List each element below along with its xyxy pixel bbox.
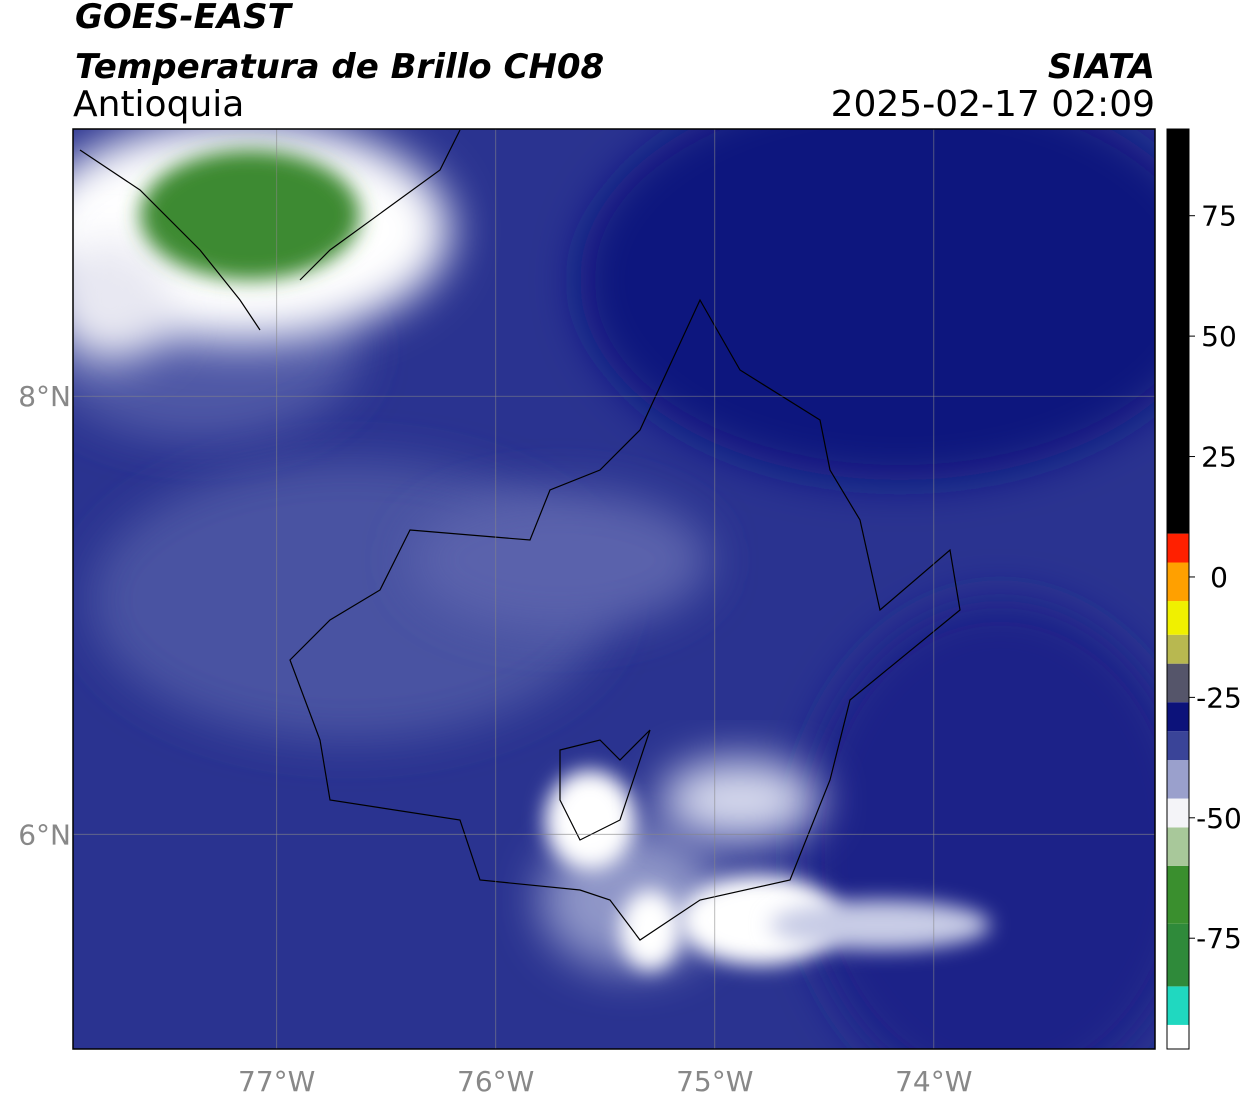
satellite-image	[73, 129, 1155, 1049]
colorbar-band	[1167, 865, 1189, 924]
colorbar-frame	[1166, 128, 1190, 1050]
x-tick-label: 76°W	[457, 1065, 534, 1098]
colorbar-tick-label: 75	[1201, 200, 1237, 233]
colorbar-tick-label: -25	[1196, 681, 1242, 714]
colorbar-tick-label: -75	[1196, 922, 1242, 955]
region: Antioquia	[73, 84, 244, 125]
colorbar-band	[1167, 986, 1189, 1025]
source: SIATA	[1048, 47, 1155, 87]
subtitle: Temperatura de Brillo CH08	[75, 47, 604, 87]
map-frame	[72, 128, 1156, 1050]
colorbar-band	[1167, 562, 1189, 602]
colorbar-tick-label: 50	[1201, 320, 1237, 353]
colorbar-band	[1167, 663, 1189, 703]
x-tick-label: 75°W	[676, 1065, 753, 1098]
title: GOES-EAST	[75, 0, 294, 37]
colorbar-band	[1167, 601, 1189, 635]
colorbar-tick-label: 25	[1201, 441, 1237, 474]
colorbar-band	[1167, 798, 1189, 828]
colorbar-band	[1167, 731, 1189, 760]
colorbar-band	[1167, 827, 1189, 866]
colorbar-band	[1167, 702, 1189, 732]
y-tick-label: 6°N	[18, 818, 71, 851]
y-tick-label: 8°N	[18, 380, 71, 413]
x-tick-label: 74°W	[895, 1065, 972, 1098]
colorbar-band	[1167, 923, 1189, 987]
colorbar-band	[1167, 1024, 1189, 1049]
colorbar-band	[1167, 129, 1189, 534]
colorbar-tick-label: 0	[1210, 561, 1228, 594]
x-tick-label: 77°W	[238, 1065, 315, 1098]
colorbar-tick-label: -50	[1196, 802, 1242, 835]
graticule: 77°W 76°W 75°W 74°W 6°N 8°N	[18, 129, 1155, 1098]
colorbar-band	[1167, 759, 1189, 799]
colorbar: -75 -50 -25 0 25 50 75	[1167, 129, 1242, 1049]
colorbar-band	[1167, 634, 1189, 664]
colorbar-band	[1167, 533, 1189, 563]
datetime: 2025-02-17 02:09	[831, 84, 1155, 125]
